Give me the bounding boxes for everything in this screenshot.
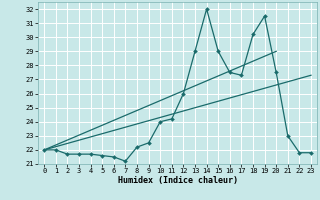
X-axis label: Humidex (Indice chaleur): Humidex (Indice chaleur)	[118, 176, 238, 185]
